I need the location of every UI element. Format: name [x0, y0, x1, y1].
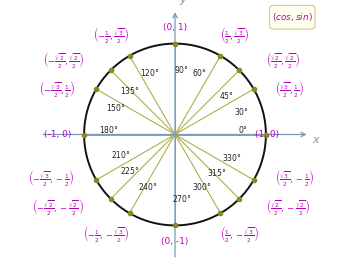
Text: $\left(\frac{\sqrt{3}}{2}, -\frac{1}{2}\right)$: $\left(\frac{\sqrt{3}}{2}, -\frac{1}{2}\…	[275, 168, 315, 188]
Text: $90°$: $90°$	[174, 63, 189, 75]
Text: $225°$: $225°$	[120, 165, 139, 176]
Text: (0, 1): (0, 1)	[163, 23, 187, 32]
Text: $\left(\frac{\sqrt{2}}{2}, \frac{\sqrt{2}}{2}\right)$: $\left(\frac{\sqrt{2}}{2}, \frac{\sqrt{2…	[266, 50, 300, 70]
Text: $240°$: $240°$	[138, 181, 158, 192]
Text: $0°$: $0°$	[238, 125, 248, 136]
Text: $\left(\frac{\sqrt{2}}{2}, -\frac{\sqrt{2}}{2}\right)$: $\left(\frac{\sqrt{2}}{2}, -\frac{\sqrt{…	[266, 197, 311, 217]
Text: $\left(\frac{\sqrt{3}}{2}, \frac{1}{2}\right)$: $\left(\frac{\sqrt{3}}{2}, \frac{1}{2}\r…	[275, 79, 304, 99]
Text: $135°$: $135°$	[120, 85, 139, 96]
Text: $330°$: $330°$	[222, 152, 241, 163]
Text: $\left(\frac{1}{2}, -\frac{\sqrt{3}}{2}\right)$: $\left(\frac{1}{2}, -\frac{\sqrt{3}}{2}\…	[220, 225, 260, 245]
Text: $180°$: $180°$	[99, 123, 119, 134]
Text: $(cos, sin)$: $(cos, sin)$	[272, 11, 313, 23]
Text: (0, -1): (0, -1)	[161, 237, 189, 246]
Text: $\left(-\frac{\sqrt{3}}{2}, -\frac{1}{2}\right)$: $\left(-\frac{\sqrt{3}}{2}, -\frac{1}{2}…	[28, 168, 75, 188]
Text: (1, 0): (1, 0)	[254, 130, 279, 139]
FancyBboxPatch shape	[270, 5, 315, 29]
Text: $120°$: $120°$	[140, 67, 159, 78]
Text: $\left(-\frac{\sqrt{2}}{2}, \frac{\sqrt{2}}{2}\right)$: $\left(-\frac{\sqrt{2}}{2}, \frac{\sqrt{…	[43, 50, 84, 70]
Text: $210°$: $210°$	[111, 149, 130, 160]
Text: $270°$: $270°$	[172, 193, 191, 204]
Text: $45°$: $45°$	[219, 90, 234, 101]
Text: $315°$: $315°$	[207, 167, 227, 178]
Text: $150°$: $150°$	[106, 102, 126, 113]
Text: $30°$: $30°$	[234, 106, 249, 117]
Text: $60°$: $60°$	[192, 67, 207, 78]
Text: $\left(-\frac{1}{2}, \frac{\sqrt{3}}{2}\right)$: $\left(-\frac{1}{2}, \frac{\sqrt{3}}{2}\…	[93, 24, 130, 44]
Text: $y$: $y$	[178, 0, 188, 7]
Text: $\left(-\frac{\sqrt{3}}{2}, \frac{1}{2}\right)$: $\left(-\frac{\sqrt{3}}{2}, \frac{1}{2}\…	[39, 79, 75, 99]
Text: $\left(-\frac{\sqrt{2}}{2}, -\frac{\sqrt{2}}{2}\right)$: $\left(-\frac{\sqrt{2}}{2}, -\frac{\sqrt…	[32, 197, 84, 217]
Text: $\left(-\frac{1}{2}, -\frac{\sqrt{3}}{2}\right)$: $\left(-\frac{1}{2}, -\frac{\sqrt{3}}{2}…	[83, 225, 130, 245]
Text: $\left(\frac{1}{2}, \frac{\sqrt{3}}{2}\right)$: $\left(\frac{1}{2}, \frac{\sqrt{3}}{2}\r…	[220, 24, 250, 44]
Text: $x$: $x$	[312, 135, 321, 145]
Text: (-1, 0): (-1, 0)	[44, 130, 71, 139]
Text: $300°$: $300°$	[193, 181, 212, 192]
